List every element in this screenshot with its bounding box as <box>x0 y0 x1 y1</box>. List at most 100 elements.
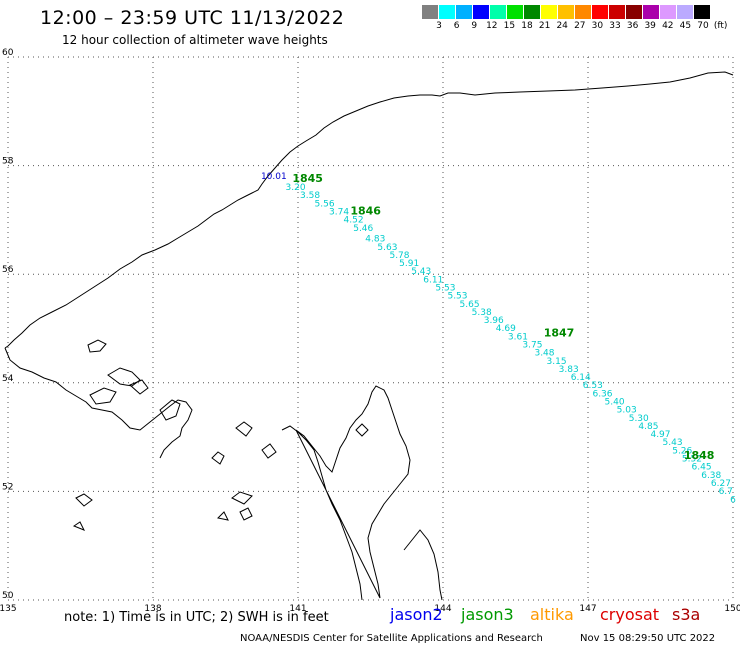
coastal-island <box>72 521 86 531</box>
wave-height-reading: 3.48 <box>534 349 554 359</box>
color-scale-swatch <box>575 5 592 19</box>
wave-height-reading: 6 <box>730 495 736 505</box>
coastline <box>4 71 734 601</box>
wave-height-reading: 4.97 <box>650 430 670 440</box>
time-label: 1848 <box>684 449 715 462</box>
wave-height-reading: 3.96 <box>484 316 504 326</box>
satellite-legend-s3a: s3a <box>672 605 701 624</box>
lat-tick-label: 58 <box>2 157 14 167</box>
lon-tick-label: 138 <box>144 604 161 614</box>
color-scale-swatch <box>541 5 558 19</box>
wave-height-reading: 4.85 <box>638 422 658 432</box>
color-scale-label: (ft) <box>713 21 728 31</box>
color-scale-label: 39 <box>644 21 656 31</box>
coastal-island <box>261 443 277 459</box>
wave-height-reading: 3.20 <box>286 183 306 193</box>
wave-height-reading: 4.52 <box>344 216 364 226</box>
wave-height-reading: 10.01 <box>261 172 287 182</box>
wave-height-reading: 5.26 <box>672 446 692 456</box>
lat-tick-label: 60 <box>2 48 14 58</box>
time-label: 1845 <box>292 172 323 185</box>
page-title: 12:00 – 23:59 UTC 11/13/2022 <box>40 7 345 29</box>
color-scale-swatch <box>643 5 660 19</box>
color-scale-swatch <box>592 5 609 19</box>
lon-tick-label: 147 <box>579 604 596 614</box>
wave-height-reading: 6.14 <box>571 373 591 383</box>
wave-height-reading: 5.53 <box>435 283 455 293</box>
wave-height-reading: 6.27 <box>711 479 731 489</box>
coastal-island <box>87 339 107 353</box>
time-label: 1847 <box>544 327 575 340</box>
wave-height-reading: 6.38 <box>701 471 721 481</box>
wave-height-reading: 3.75 <box>522 341 542 351</box>
wave-height-reading: 5.52 <box>682 455 702 465</box>
color-scale-label: 21 <box>538 21 551 31</box>
wave-height-reading: 5.03 <box>617 406 637 416</box>
coastal-island <box>231 491 253 505</box>
color-scale-label: 70 <box>697 21 709 31</box>
color-scale-swatch <box>626 5 643 19</box>
wave-height-reading: 3.74 <box>329 207 349 217</box>
wave-height-reading: 5.43 <box>663 438 683 448</box>
wave-height-reading: 5.63 <box>377 243 397 253</box>
satellite-legend-altika: altika <box>530 605 574 624</box>
lat-tick-label: 50 <box>2 591 14 601</box>
wave-height-reading: 3.58 <box>300 191 320 201</box>
color-scale-label: 18 <box>521 21 533 31</box>
wave-height-reading: 5.30 <box>629 414 649 424</box>
mainland-coast <box>4 71 734 349</box>
wave-height-reading: 5.38 <box>472 308 492 318</box>
wave-height-reading: 5.43 <box>411 267 431 277</box>
lon-tick-label: 141 <box>289 604 306 614</box>
wave-height-reading: 4.69 <box>496 324 516 334</box>
color-scale-swatch <box>524 5 541 19</box>
color-scale-swatch <box>507 5 524 19</box>
color-scale-swatch <box>422 5 439 19</box>
coastal-island <box>159 399 181 421</box>
wave-height-reading: 5.53 <box>447 292 467 302</box>
wave-height-reading: 6.7 <box>719 487 733 497</box>
lat-tick-label: 56 <box>2 265 14 275</box>
map-gridlines <box>7 56 734 601</box>
color-scale-label: 36 <box>626 21 639 31</box>
color-scale-label: 42 <box>662 21 674 31</box>
wave-height-reading: 5.91 <box>399 259 419 269</box>
wave-height-reading: 6.11 <box>423 275 443 285</box>
wave-height-reading: 5.46 <box>353 224 373 234</box>
coastal-island <box>89 387 117 405</box>
lat-tick-label: 54 <box>2 374 14 384</box>
color-scale-label: 45 <box>679 21 692 31</box>
color-scale-swatch <box>490 5 507 19</box>
lon-tick-label: 150 <box>724 604 740 614</box>
coastal-island <box>235 421 253 437</box>
page-subtitle: 12 hour collection of altimeter wave hei… <box>62 33 328 47</box>
color-scale-label: 6 <box>453 21 460 31</box>
satellite-track: 10.013.203.585.563.744.525.464.835.635.7… <box>261 172 736 505</box>
color-scale-swatch <box>456 5 473 19</box>
color-scale-swatch <box>660 5 677 19</box>
color-scale-label: 24 <box>556 21 568 31</box>
coastal-island <box>107 367 141 387</box>
footer-note: note: 1) Time is in UTC; 2) SWH is in fe… <box>64 610 329 625</box>
wave-height-reading: 3.15 <box>547 357 567 367</box>
satellite-legend-jason3: jason3 <box>461 605 514 624</box>
color-scale-label: 30 <box>591 21 604 31</box>
lon-tick-label: 135 <box>0 604 17 614</box>
wave-height-reading: 6.45 <box>692 463 712 473</box>
color-scale-label: 9 <box>471 21 478 31</box>
wave-height-reading: 6.36 <box>592 389 612 399</box>
color-scale-label: 12 <box>486 21 498 31</box>
wave-height-reading: 3.61 <box>508 332 528 342</box>
wave-height-reading: 5.40 <box>605 398 625 408</box>
color-scale-swatch <box>473 5 490 19</box>
coastal-island <box>239 507 253 521</box>
wave-height-reading: 6.53 <box>583 381 603 391</box>
color-scale-swatch <box>439 5 456 19</box>
color-scale-label: 3 <box>436 21 442 31</box>
wave-height-reading: 5.65 <box>460 300 480 310</box>
wave-height-reading: 5.56 <box>315 199 335 209</box>
wave-height-reading: 5.78 <box>389 251 409 261</box>
timestamp-text: Nov 15 08:29:50 UTC 2022 <box>580 633 716 644</box>
coastal-island <box>129 379 149 395</box>
